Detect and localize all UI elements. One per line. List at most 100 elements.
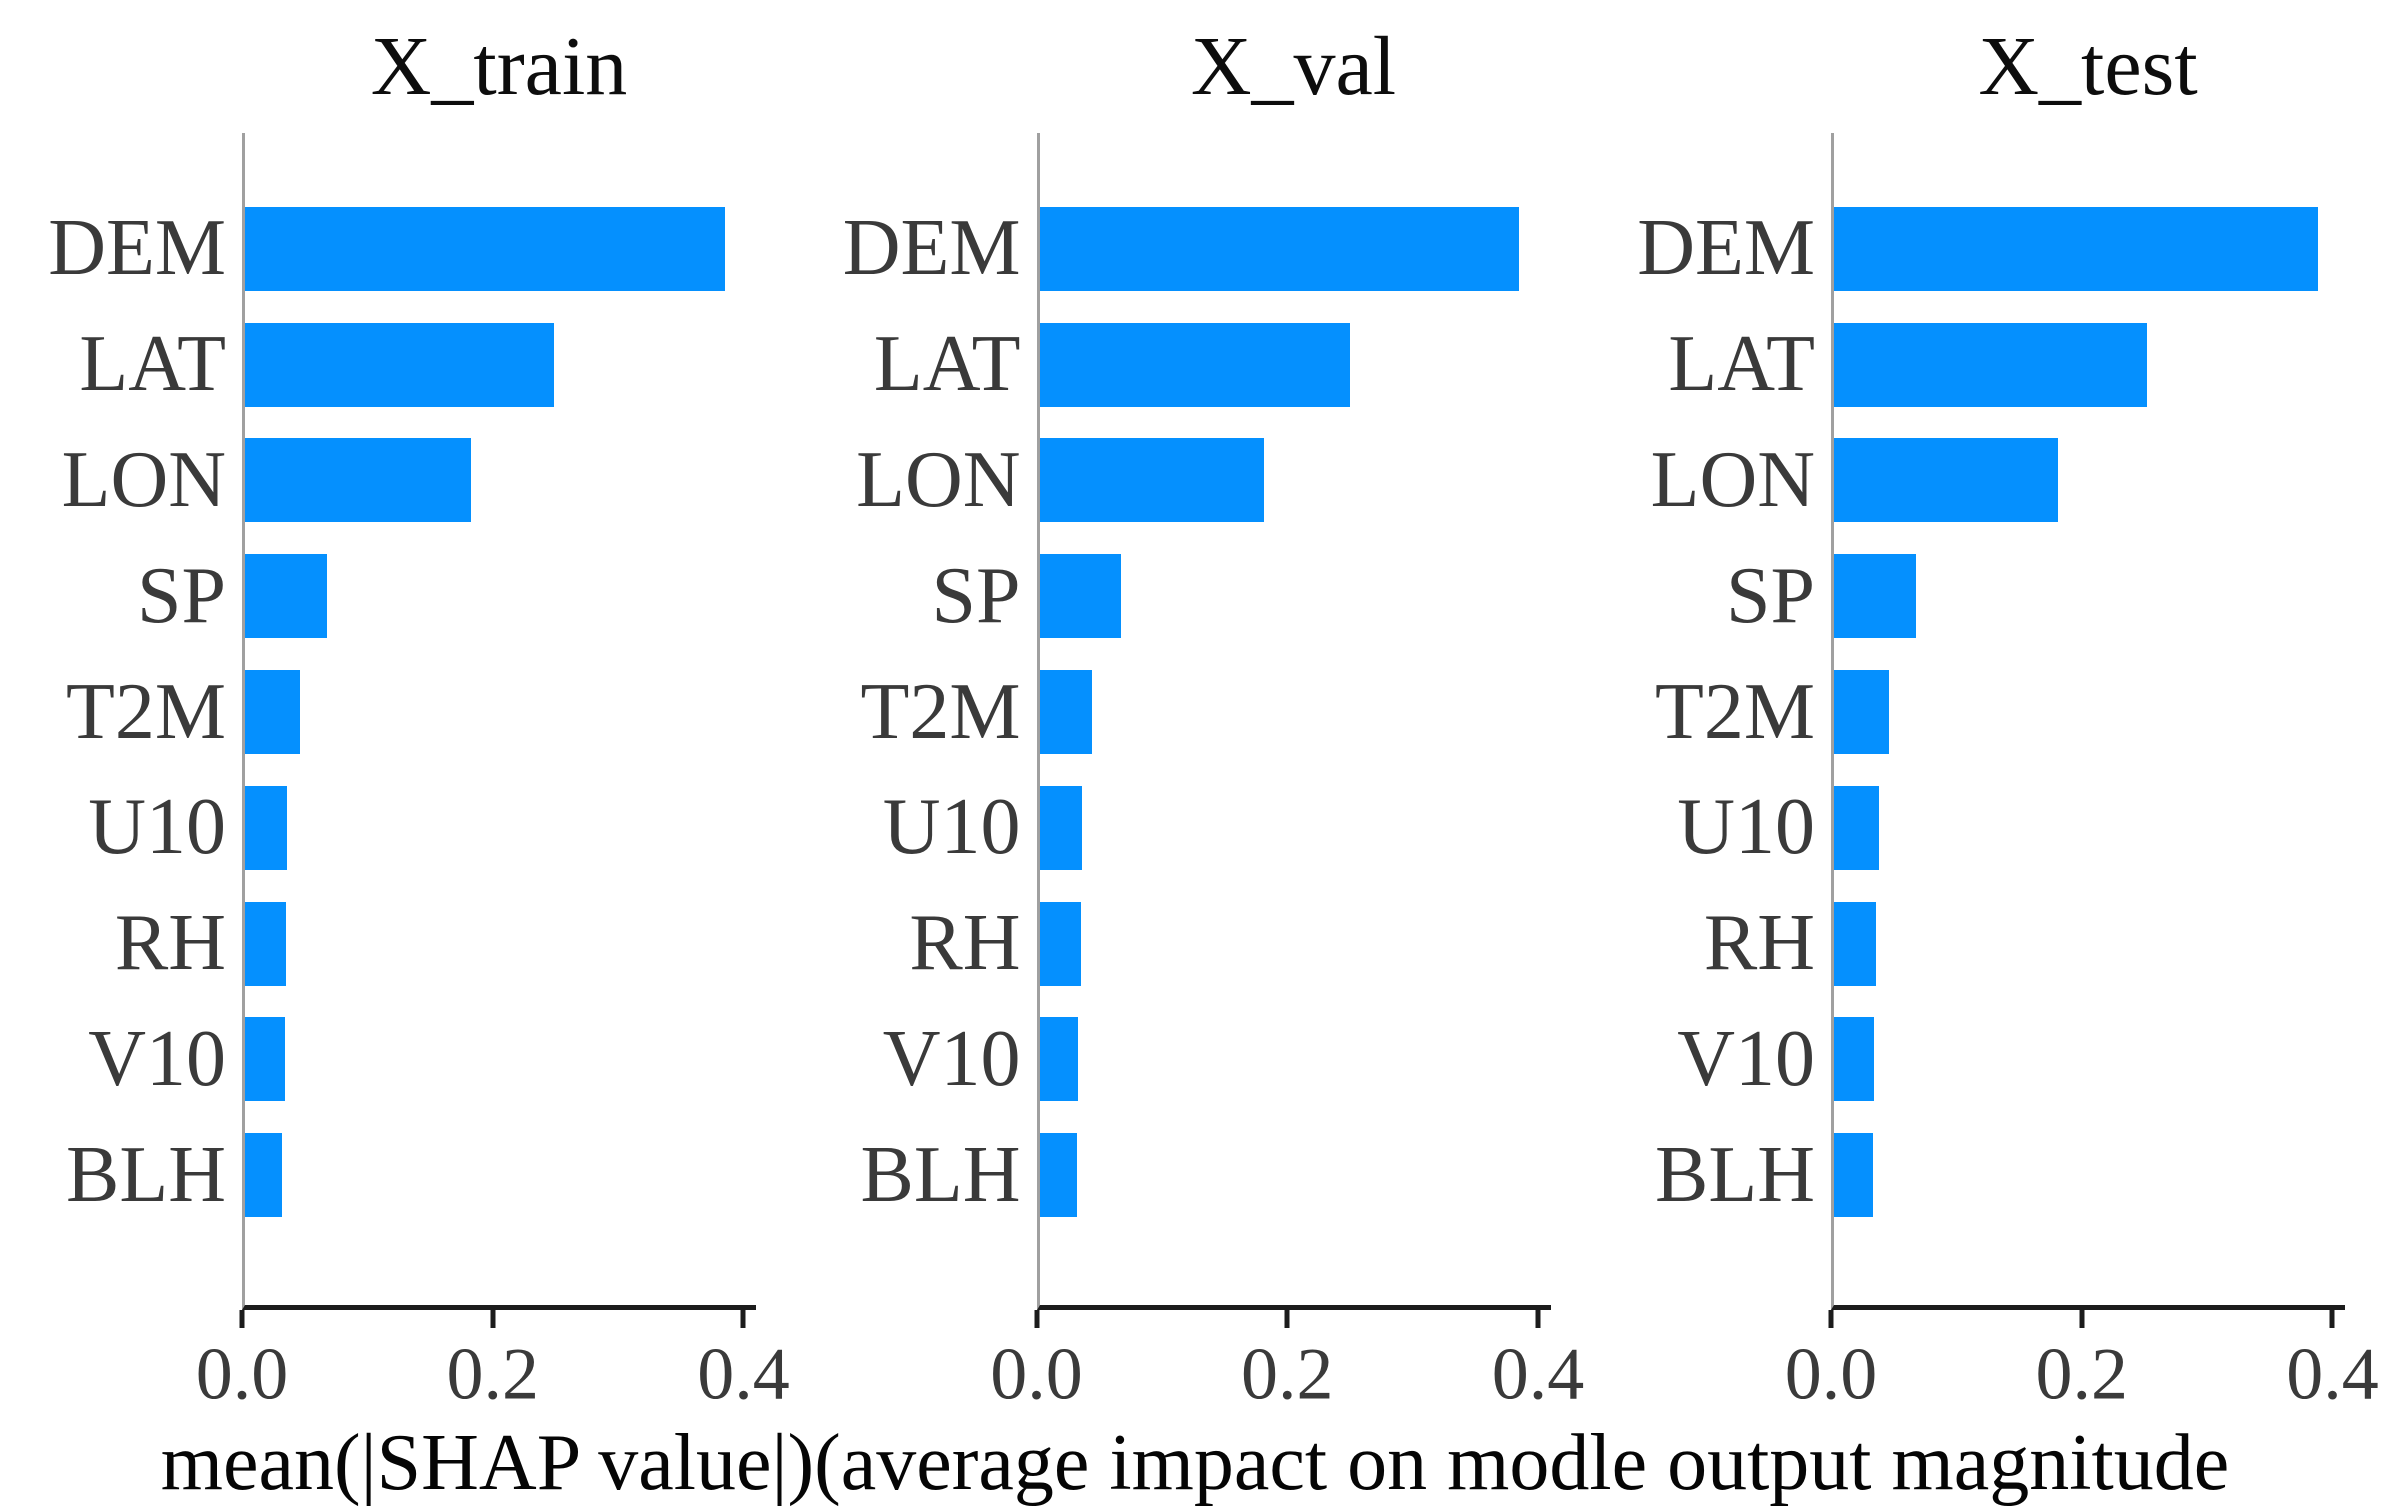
bar-row <box>1834 538 2345 654</box>
bar-lat <box>245 322 555 407</box>
axis-tickmarks <box>239 1310 756 1332</box>
y-axis-label-v10: V10 <box>1677 1014 1815 1103</box>
bar-sp <box>1834 554 1917 639</box>
x-tick-label: 0.2 <box>2035 1333 2128 1416</box>
bar-row <box>245 886 756 1002</box>
ylabels: DEM LAT LON SP T2M U10 RH V10 BLH <box>825 133 1037 1310</box>
plot-body: DEM LAT LON SP T2M U10 RH V10 BLH <box>1619 133 2345 1310</box>
bar-row <box>1039 1001 1551 1117</box>
x-tick-mark <box>490 1310 496 1328</box>
y-axis-label-lat: LAT <box>873 320 1021 409</box>
bar-lat <box>1834 322 2147 407</box>
y-axis-label-blh: BLH <box>1655 1130 1815 1219</box>
bar-row <box>1834 654 2345 770</box>
plot-area <box>1831 133 2345 1310</box>
bar-row <box>245 423 756 539</box>
plot-body: DEM LAT LON SP T2M U10 RH V10 BLH <box>825 133 1551 1310</box>
charts-row: X_train DEM LAT LON SP T2M U10 RH V10 BLH 0.0 0.2… <box>30 0 2379 1418</box>
bar-row <box>245 307 756 423</box>
bar-v10 <box>1039 1017 1079 1102</box>
bar-blh <box>1834 1133 1873 1218</box>
bar-row <box>1834 886 2345 1002</box>
x-tick-label: 0.2 <box>446 1333 539 1416</box>
bars-area <box>242 133 756 1310</box>
y-axis-label-dem: DEM <box>48 204 226 293</box>
axis-ticklabels: 0.0 0.2 0.4 <box>196 1332 790 1418</box>
bar-sp <box>1039 554 1121 639</box>
x-tick-label: 0.4 <box>2286 1333 2379 1416</box>
y-axis-label-lon: LON <box>856 435 1021 524</box>
x-tick-mark <box>1284 1310 1290 1328</box>
bar-u10 <box>1834 785 1879 870</box>
y-axis-label-lat: LAT <box>79 320 226 409</box>
bar-v10 <box>245 1017 285 1102</box>
bar-t2m <box>245 670 300 755</box>
bar-row <box>1039 423 1551 539</box>
chart-panel-x-train: X_train DEM LAT LON SP T2M U10 RH V10 BLH 0.0 0.2… <box>30 0 790 1418</box>
plot-area <box>242 133 756 1310</box>
bar-blh <box>245 1133 283 1218</box>
bar-row <box>1039 191 1551 307</box>
bar-rh <box>245 901 287 986</box>
bar-u10 <box>245 785 288 870</box>
y-axis-label-t2m: T2M <box>860 667 1021 756</box>
x-tick-mark <box>1034 1310 1039 1328</box>
bar-row <box>1834 307 2345 423</box>
plot-area <box>1036 133 1551 1310</box>
x-tick-label: 0.0 <box>195 1333 289 1416</box>
bar-row <box>1039 1117 1551 1233</box>
plot-body: DEM LAT LON SP T2M U10 RH V10 BLH <box>30 133 756 1310</box>
bar-row <box>1834 423 2345 539</box>
x-tick-label: 0.4 <box>1491 1333 1585 1416</box>
y-axis-label-blh: BLH <box>860 1130 1021 1219</box>
bar-row <box>1039 770 1551 886</box>
bar-row <box>1834 1117 2345 1233</box>
x-tick-label: 0.0 <box>990 1333 1083 1416</box>
axis-ticklabels: 0.0 0.2 0.4 <box>990 1332 1584 1418</box>
x-tick-label: 0.2 <box>1240 1333 1334 1416</box>
bar-lon <box>1834 438 2059 523</box>
bar-row <box>245 538 756 654</box>
bar-row <box>245 1001 756 1117</box>
bar-rh <box>1834 901 1877 986</box>
chart-title-x-val: X_val <box>1190 20 1397 113</box>
x-tick-mark <box>740 1310 746 1328</box>
y-axis-label-dem: DEM <box>1637 204 1815 293</box>
x-tick-mark <box>2329 1310 2335 1328</box>
axis-ticklabels: 0.0 0.2 0.4 <box>1785 1332 2379 1418</box>
bar-row <box>1039 654 1551 770</box>
bar-row <box>1834 191 2345 307</box>
x-tick-mark <box>1828 1310 1834 1328</box>
bars-area <box>1036 133 1551 1310</box>
bar-row <box>245 191 756 307</box>
bar-lon <box>245 438 471 523</box>
bar-row <box>245 654 756 770</box>
chart-title-x-test: X_test <box>1978 20 2198 113</box>
x-tick-label: 0.4 <box>697 1333 790 1416</box>
y-axis-label-v10: V10 <box>882 1014 1021 1103</box>
bar-lat <box>1039 322 1350 407</box>
y-axis-label-sp: SP <box>931 551 1021 640</box>
chart-panel-x-val: X_val DEM LAT LON SP T2M U10 RH V10 BLH 0.0 0.2 0.… <box>825 0 1584 1418</box>
bar-row <box>245 770 756 886</box>
bar-rh <box>1039 901 1081 986</box>
x-axis-label: mean(|SHAP value|)(average impact on mod… <box>160 1419 2230 1507</box>
bar-row <box>245 1117 756 1233</box>
bar-row <box>1834 770 2345 886</box>
bars-area <box>1831 133 2345 1310</box>
y-axis-label-v10: V10 <box>88 1014 226 1103</box>
axis-tickmarks <box>1034 1310 1551 1332</box>
y-axis-label-dem: DEM <box>842 204 1021 293</box>
y-axis-label-lat: LAT <box>1668 320 1815 409</box>
bar-v10 <box>1834 1017 1874 1102</box>
y-axis-label-rh: RH <box>1703 899 1815 988</box>
bar-dem <box>1834 206 2318 291</box>
y-axis-label-sp: SP <box>1726 551 1815 640</box>
y-axis-label-lon: LON <box>1650 435 1815 524</box>
bar-dem <box>1039 206 1520 291</box>
y-axis-label-u10: U10 <box>88 783 226 872</box>
y-axis-label-t2m: T2M <box>1655 667 1815 756</box>
y-axis-label-blh: BLH <box>66 1130 226 1219</box>
bar-row <box>1039 538 1551 654</box>
